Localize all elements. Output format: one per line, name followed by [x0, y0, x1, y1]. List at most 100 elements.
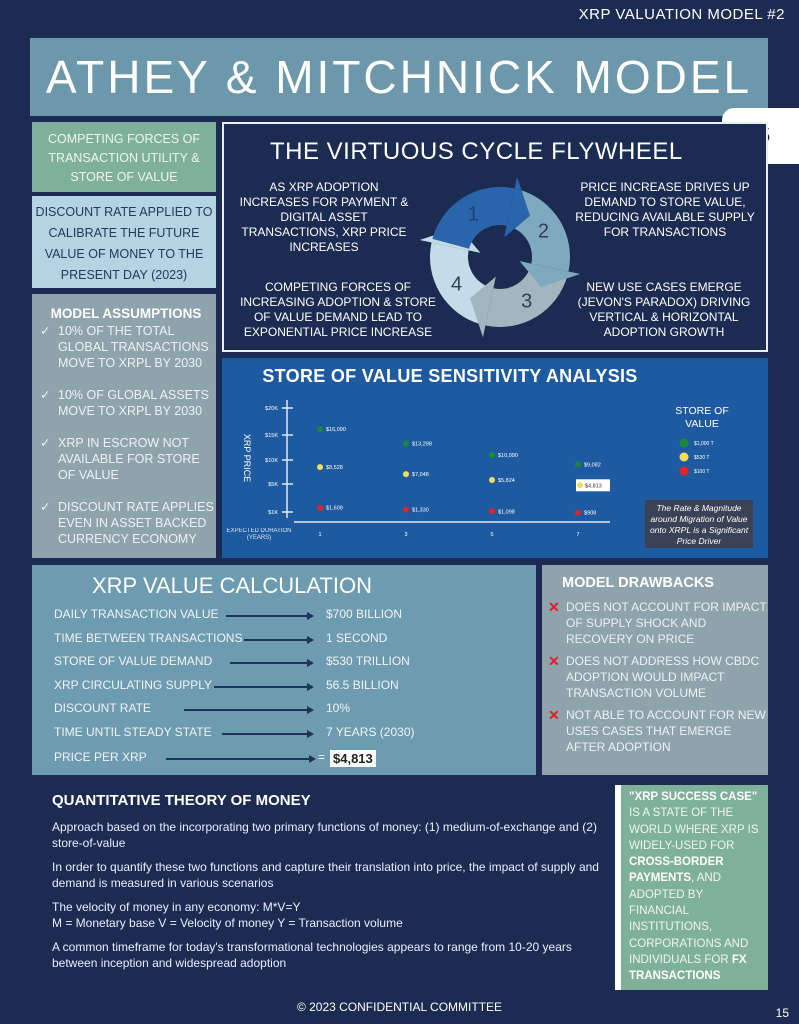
flywheel-panel: THE VIRTUOUS CYCLE FLYWHEEL AS XRP ADOPT…: [222, 122, 768, 352]
data-point: [489, 452, 495, 459]
chart-title: STORE OF VALUE SENSITIVITY ANALYSIS: [262, 366, 638, 386]
title-banner: ATHEY & MITCHNICK MODEL: [30, 38, 768, 116]
equals-sign: =: [318, 750, 326, 764]
drawbacks-title: MODEL DRAWBACKS: [562, 575, 714, 591]
check-icon: ✓: [40, 324, 51, 338]
price-value: $4,813: [330, 750, 376, 767]
calc-row: DISCOUNT RATE 10%: [54, 701, 534, 717]
data-point: [575, 509, 581, 516]
drawback-text: NOT ABLE TO ACCOUNT FOR NEW USES CASES T…: [566, 708, 766, 754]
calc-value: 1 SECOND: [326, 630, 388, 645]
data-label: $7,048: [412, 472, 429, 478]
value-calculation-panel: XRP VALUE CALCULATION DAILY TRANSACTION …: [32, 565, 536, 775]
calc-label: STORE OF VALUE DEMAND: [54, 654, 213, 668]
page-title: ATHEY & MITCHNICK MODEL: [45, 51, 753, 103]
data-point: [575, 461, 581, 468]
assumption-item: ✓ 10% OF THE TOTAL GLOBAL TRANSACTIONS MO…: [36, 323, 216, 371]
legend-marker: [679, 438, 689, 448]
data-point: [489, 508, 495, 515]
assumption-item: ✓ 10% OF GLOBAL ASSETS MOVE TO XRPL BY 20…: [36, 387, 216, 419]
footer-copyright: © 2023 CONFIDENTIAL COMMITTEE: [296, 1000, 503, 1014]
calc-title: XRP VALUE CALCULATION: [92, 573, 372, 598]
qtm-paragraph: In order to quantify these two functions…: [52, 860, 599, 890]
qtm-paragraph: Approach based on the incorporating two …: [52, 820, 597, 850]
data-label: $5,824: [498, 478, 515, 484]
step-number: 1: [468, 204, 479, 226]
check-icon: ✓: [40, 500, 51, 514]
x-icon: ✕: [548, 653, 560, 669]
data-label: $13,298: [412, 442, 432, 448]
y-tick-label: $5K: [268, 482, 278, 488]
x-axis-label: EXPECTED DURATION (YEARS): [226, 528, 292, 541]
legend-label: $1,000 T: [694, 441, 714, 447]
flywheel-title: THE VIRTUOUS CYCLE FLYWHEEL: [270, 138, 683, 165]
competing-forces-box: COMPETING FORCES OF TRANSACTION UTILITY …: [32, 122, 216, 192]
data-label: $1,330: [412, 508, 429, 514]
calc-row: DAILY TRANSACTION VALUE $700 BILLION: [54, 607, 534, 623]
arrow-icon: [184, 706, 314, 714]
flywheel-segment-1: [432, 187, 515, 249]
discount-rate-box: DISCOUNT RATE APPLIED TO CALIBRATE THE F…: [32, 196, 216, 288]
calc-value: 10%: [326, 701, 351, 715]
data-label: $8,528: [326, 465, 343, 471]
qtm-paragraph: A common timeframe for today's transform…: [52, 940, 572, 970]
arrow-icon: [214, 682, 314, 691]
success-text: , AND ADOPTED BY FINANCIAL INSTITUTIONS,…: [629, 872, 749, 966]
step-number: 3: [521, 290, 532, 312]
data-point: [317, 504, 323, 511]
step-4-text: COMPETING FORCES OF INCREASING ADOPTION …: [240, 280, 436, 339]
legend-title: STORE OF VALUE: [675, 405, 729, 430]
calc-row: XRP CIRCULATING SUPPLY 56.5 BILLION: [54, 678, 534, 694]
legend-label: $100 T: [694, 469, 709, 475]
sensitivity-chart: $1K $5K $10K $15K $20K 1 3 5 7 XRP PRICE EXPECTED …: [226, 400, 714, 541]
calc-label: DISCOUNT RATE: [54, 701, 151, 715]
calc-value: $530 TRILLION: [326, 654, 410, 668]
data-point: [317, 426, 323, 433]
qtm-formula: The velocity of money in any economy: M*…: [52, 900, 301, 914]
price-row: PRICE PER XRP = $4,813: [54, 750, 534, 767]
data-label: $1,098: [498, 509, 515, 515]
success-text: IS A STATE OF THE WORLD WHERE XRP IS WID…: [629, 807, 759, 852]
calc-row: STORE OF VALUE DEMAND $530 TRILLION: [54, 654, 534, 670]
x-axis-label-wrap: EXPECTED DURATION (YEARS): [226, 528, 292, 541]
calc-value: 7 YEARS (2030): [326, 724, 415, 739]
qtm-formula-legend: M = Monetary base V = Velocity of money …: [52, 916, 403, 930]
calc-label: XRP CIRCULATING SUPPLY: [54, 677, 213, 692]
flywheel-arrowhead-icon: [470, 276, 496, 338]
drawback-item: ✕ DOES NOT ADDRESS HOW CBDC ADOPTION WOUL…: [548, 653, 768, 701]
calc-row: TIME BETWEEN TRANSACTIONS 1 SECOND: [54, 631, 534, 647]
sensitivity-panel: $1K $5K $10K $15K $20K 1 3 5 7 XRP PRICE EXPECTED …: [222, 358, 768, 558]
price-label: PRICE PER XRP: [54, 750, 147, 764]
x-tick-label: 5: [490, 532, 493, 538]
x-icon: ✕: [548, 599, 560, 615]
step-1-text: AS XRP ADOPTION INCREASES FOR PAYMENT & …: [239, 180, 409, 254]
success-bold: CROSS-BORDER PAYMENTS: [629, 856, 724, 885]
data-point: [489, 477, 495, 484]
data-label: $4,813: [585, 483, 602, 489]
y-tick-label: $20K: [265, 406, 278, 412]
assumption-text: XRP IN ESCROW NOT AVAILABLE FOR STORE OF…: [58, 436, 200, 482]
drawback-text: DOES NOT ADDRESS HOW CBDC ADOPTION WOULD…: [566, 654, 760, 700]
x-tick-label: 7: [576, 532, 579, 538]
y-tick-label: $1K: [268, 510, 278, 516]
check-icon: ✓: [40, 436, 51, 450]
y-tick-label: $15K: [265, 433, 278, 439]
drawback-text: DOES NOT ACCOUNT FOR IMPACT OF SUPPLY SH…: [566, 600, 767, 646]
step-number: 4: [451, 274, 462, 296]
calc-label: TIME BETWEEN TRANSACTIONS: [54, 630, 243, 645]
data-point: [403, 440, 409, 447]
data-label: $16,090: [326, 427, 346, 433]
assumption-item: ✓ XRP IN ESCROW NOT AVAILABLE FOR STORE O…: [36, 435, 216, 483]
x-icon: ✕: [548, 707, 560, 723]
calc-value: $700 BILLION: [326, 607, 403, 621]
drawback-item: ✕ DOES NOT ACCOUNT FOR IMPACT OF SUPPLY S…: [548, 599, 768, 647]
assumption-text: 10% OF THE TOTAL GLOBAL TRANSACTIONS MOV…: [58, 324, 209, 370]
quantitative-theory-section: QUANTITATIVE THEORY OF MONEY Approach ba…: [52, 792, 607, 979]
success-heading: "XRP SUCCESS CASE": [629, 791, 758, 803]
flywheel-arrowhead-icon: [519, 261, 581, 287]
calc-row: TIME UNTIL STEADY STATE 7 YEARS (2030): [54, 725, 534, 741]
check-icon: ✓: [40, 388, 51, 402]
model-assumptions-box: MODEL ASSUMPTIONS ✓ 10% OF THE TOTAL GLOB…: [32, 294, 216, 558]
data-label: $9,082: [584, 462, 601, 468]
x-tick-label: 1: [318, 532, 321, 538]
